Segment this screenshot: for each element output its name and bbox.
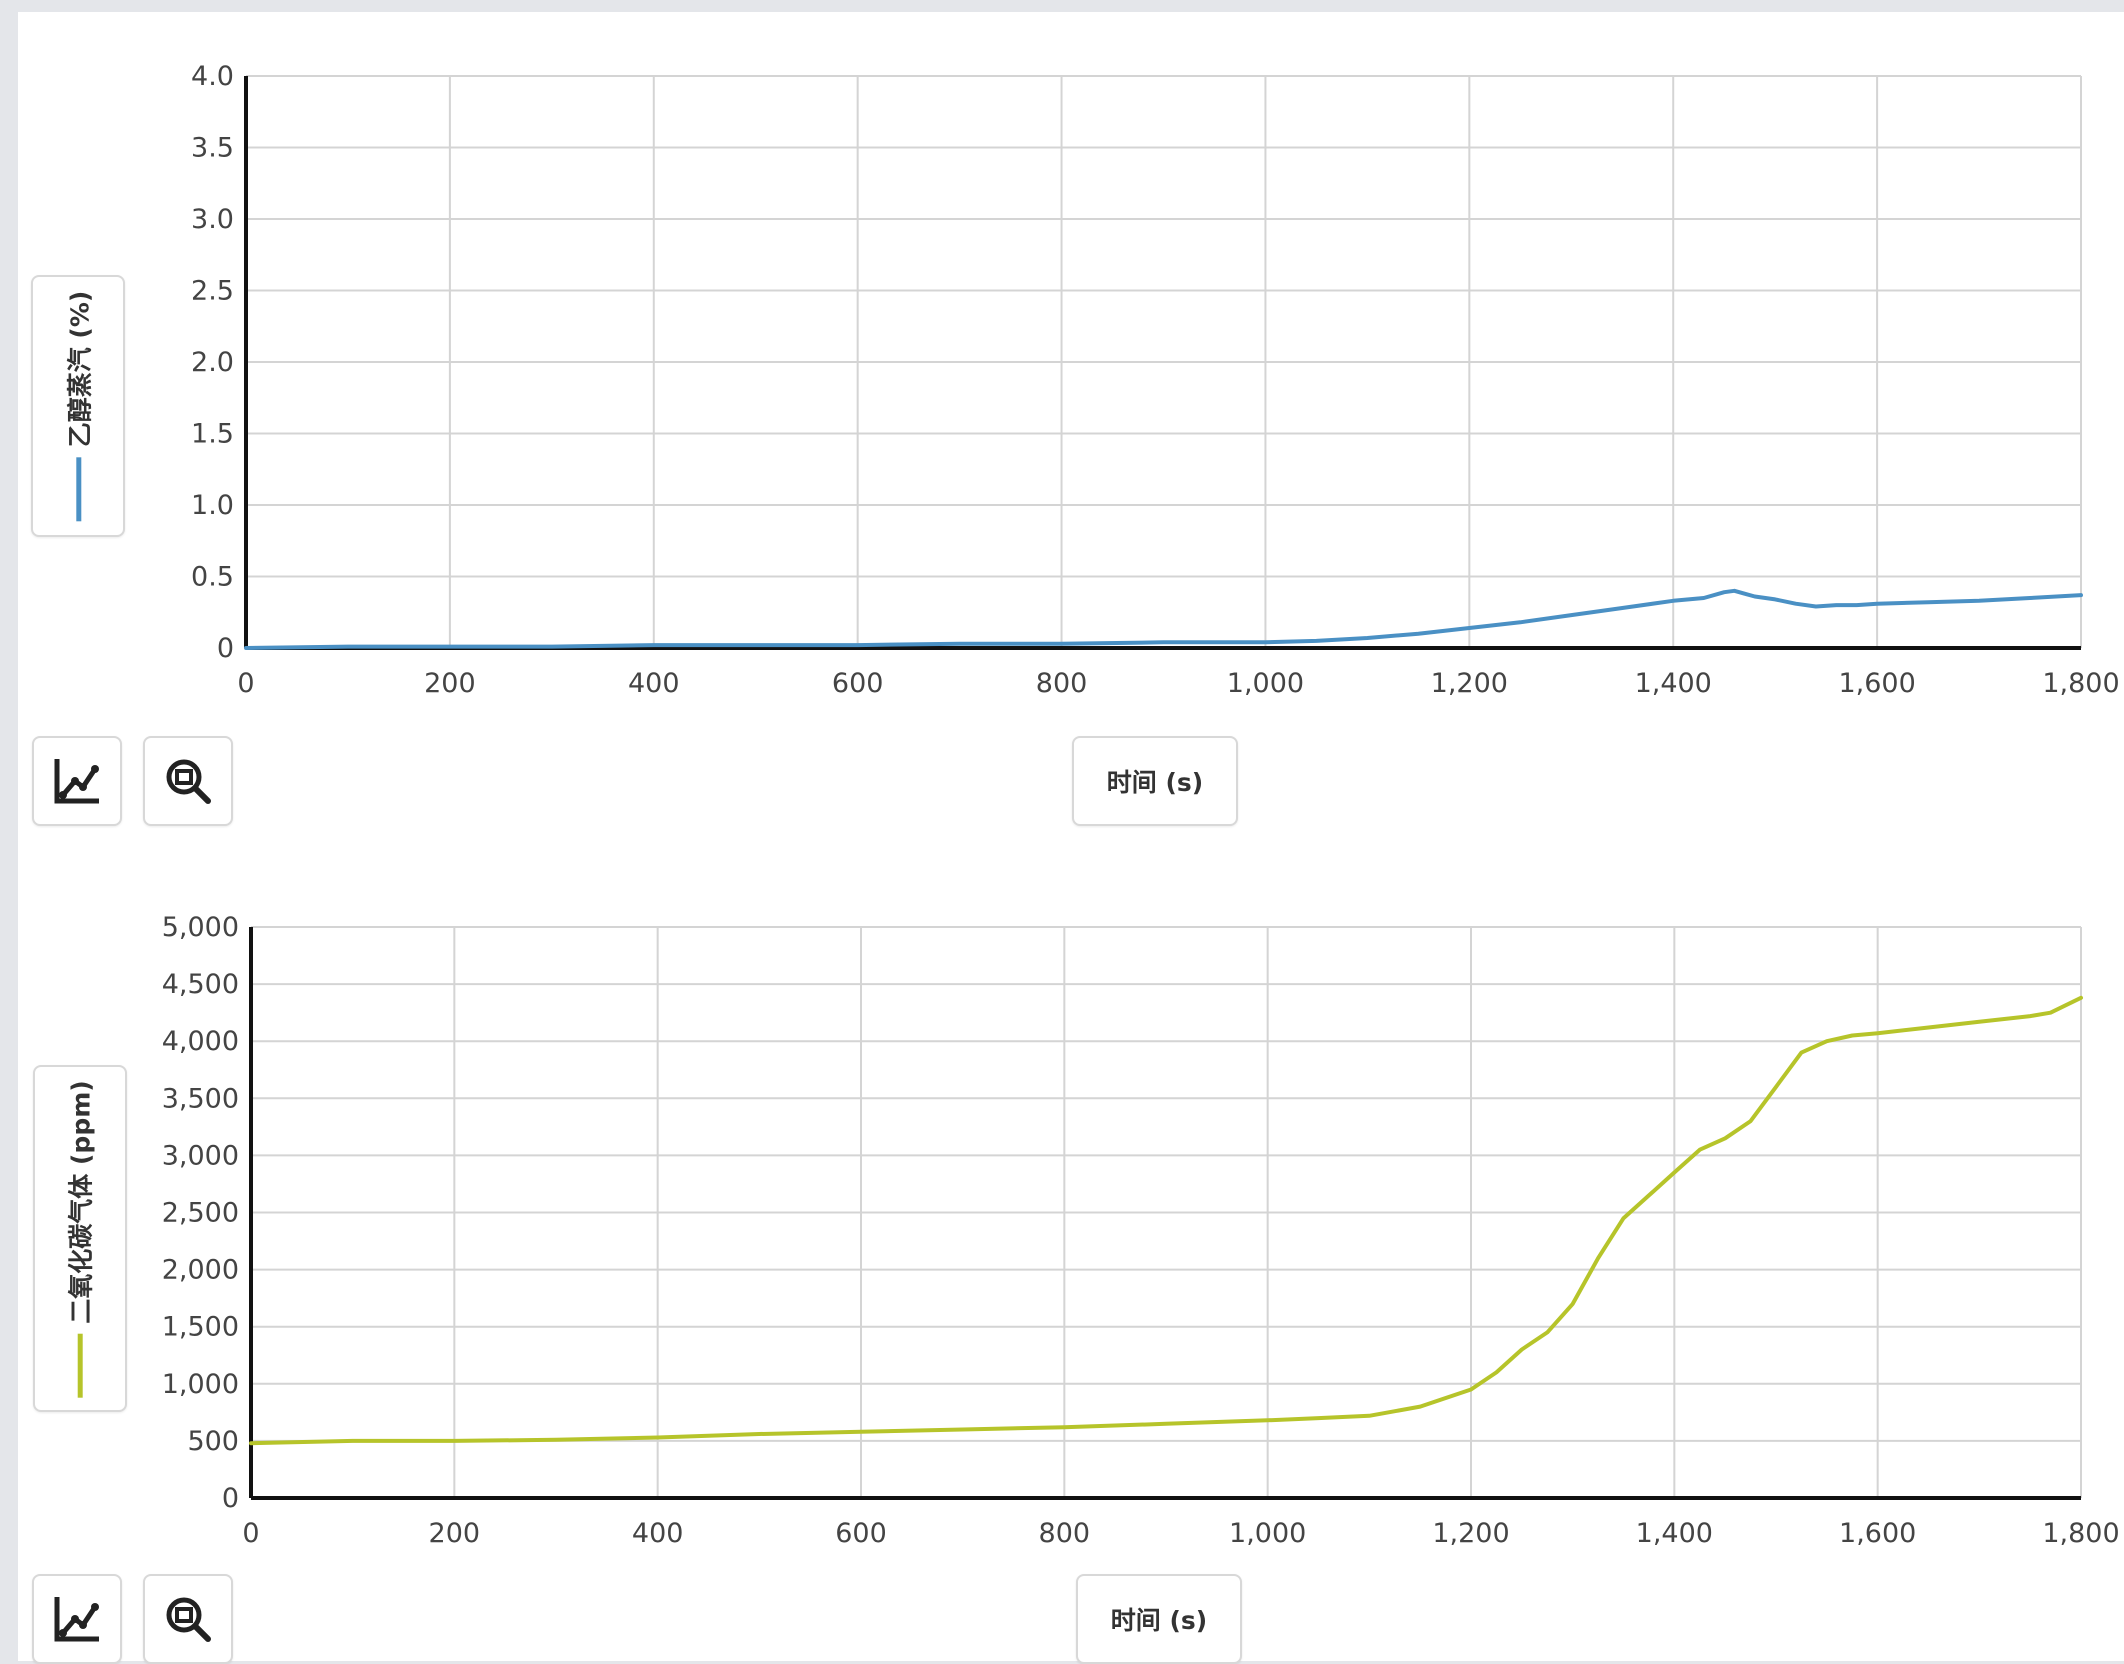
- co2-y-tick-label: 3,000: [162, 1140, 239, 1171]
- ethanol-x-tick-label: 200: [424, 668, 476, 699]
- ethanol-y-tick-label: 0.5: [191, 562, 234, 593]
- ethanol-x-tick-label: 1,800: [2042, 668, 2119, 699]
- co2-y-tick-label: 500: [187, 1426, 239, 1457]
- zoom-button[interactable]: [143, 1574, 233, 1664]
- co2-axis-label-button[interactable]: 二氧化碳气体 (ppm): [33, 1065, 127, 1412]
- co2-chart: 0 200 400 600 800 1,000 1,200 1,400 1,600 1,800 0 5…: [162, 912, 2120, 1549]
- co2-x-tick-label: 800: [1039, 1518, 1091, 1549]
- co2-x-tick-label: 1,600: [1839, 1518, 1916, 1549]
- ethanol-x-tick-label: 800: [1036, 668, 1088, 699]
- ethanol-x-tick-label: 1,600: [1838, 668, 1915, 699]
- line-chart-icon: [54, 759, 99, 804]
- co2-x-tick-label: 1,200: [1432, 1518, 1509, 1549]
- co2-x-tick-label: 0: [242, 1518, 259, 1549]
- ethanol-series-line: [244, 588, 2083, 650]
- ethanol-y-tick-label: 0: [217, 633, 234, 664]
- co2-x-tick-label: 600: [835, 1518, 887, 1549]
- ethanol-series-swatch: [75, 457, 81, 522]
- zoom-button[interactable]: [143, 736, 233, 826]
- chart-type-button[interactable]: [32, 736, 122, 826]
- co2-series-swatch: [77, 1333, 83, 1398]
- ethanol-axis-label: 乙醇蒸汽 (%): [65, 290, 95, 448]
- co2-x-tick-label: 1,000: [1229, 1518, 1306, 1549]
- co2-y-tick-label: 1,000: [162, 1369, 239, 1400]
- ethanol-x-tick-label: 600: [832, 668, 884, 699]
- co2-x-tick-label: 1,800: [2042, 1518, 2119, 1549]
- co2-y-tick-label: 5,000: [162, 912, 239, 943]
- ethanol-y-tick-label: 2.0: [191, 347, 234, 378]
- ethanol-y-tick-label: 1.5: [191, 419, 234, 450]
- ethanol-y-tick-label: 4.0: [191, 61, 234, 92]
- co2-series-line: [249, 995, 2083, 1446]
- co2-y-tick-label: 0: [222, 1483, 239, 1514]
- zoom-icon: [166, 759, 211, 804]
- ethanol-x-tick-label: 1,200: [1431, 668, 1508, 699]
- ethanol-axis-label-button[interactable]: 乙醇蒸汽 (%): [31, 275, 125, 537]
- co2-y-tick-label: 2,500: [162, 1198, 239, 1229]
- ethanol-chart: 0 200 400 600 800 1,000 1,200 1,400 1,600 1,800 0 0…: [191, 61, 2120, 699]
- ethanol-y-tick-label: 3.0: [191, 204, 234, 235]
- co2-y-tick-label: 1,500: [162, 1312, 239, 1343]
- ethanol-y-tick-label: 3.5: [191, 133, 234, 164]
- zoom-icon: [166, 1597, 211, 1642]
- ethanol-x-tick-label: 1,000: [1227, 668, 1304, 699]
- ethanol-x-tick-label: 1,400: [1635, 668, 1712, 699]
- co2-x-tick-label: 400: [632, 1518, 684, 1549]
- ethanol-x-axis-label-button[interactable]: 时间 (s): [1072, 736, 1238, 826]
- co2-axis-label: 二氧化碳气体 (ppm): [67, 1079, 96, 1324]
- co2-x-tick-label: 1,400: [1636, 1518, 1713, 1549]
- chart-type-button[interactable]: [32, 1574, 122, 1664]
- ethanol-y-tick-label: 1.0: [191, 490, 234, 521]
- co2-y-tick-label: 3,500: [162, 1083, 239, 1114]
- co2-y-tick-label: 4,500: [162, 969, 239, 1000]
- co2-x-axis-label-button[interactable]: 时间 (s): [1076, 1574, 1242, 1664]
- ethanol-y-tick-label: 2.5: [191, 276, 234, 307]
- co2-x-tick-label: 200: [429, 1518, 481, 1549]
- line-chart-icon: [54, 1597, 99, 1642]
- co2-y-tick-label: 2,000: [162, 1255, 239, 1286]
- co2-y-tick-label: 4,000: [162, 1026, 239, 1057]
- charts-panel: 0 200 400 600 800 1,000 1,200 1,400 1,600 1,800 0 0…: [18, 12, 2124, 1664]
- ethanol-x-tick-label: 0: [237, 668, 254, 699]
- ethanol-x-tick-label: 400: [628, 668, 680, 699]
